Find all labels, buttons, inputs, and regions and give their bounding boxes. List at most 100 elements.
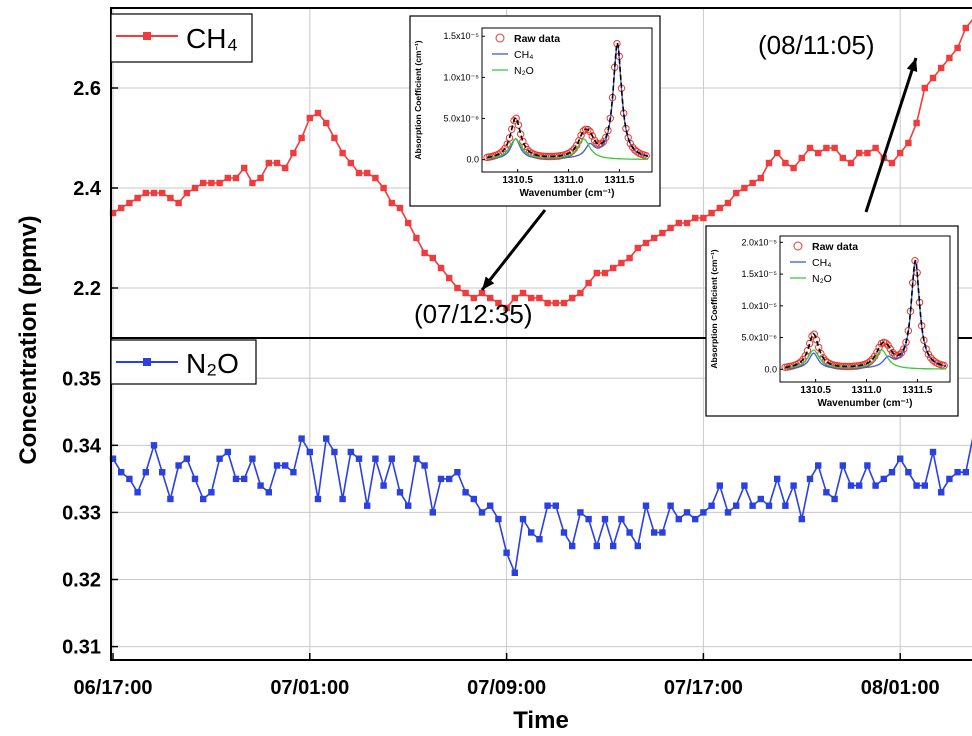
n2o-data-point bbox=[683, 509, 691, 516]
ch4-data-point bbox=[150, 189, 158, 197]
ch4-data-point bbox=[396, 204, 404, 212]
ch4-data-point bbox=[856, 149, 863, 157]
n2o-series-line bbox=[112, 436, 972, 576]
n2o-data-point bbox=[667, 502, 674, 509]
n2o-data-point bbox=[856, 482, 863, 489]
ch4-data-point bbox=[700, 214, 707, 222]
inset-fit-curve bbox=[486, 42, 649, 159]
n2o-legend: N₂O bbox=[110, 339, 257, 385]
n2o-data-point bbox=[847, 482, 855, 489]
n2o-data-point bbox=[232, 475, 240, 483]
y-axis-title: Concentration (ppmv) bbox=[15, 215, 42, 464]
n2o-data-point bbox=[815, 462, 822, 469]
inset-x-tick-label: 1310.5 bbox=[502, 175, 533, 186]
ch4-data-point bbox=[675, 219, 682, 227]
n2o-data-point bbox=[790, 482, 797, 489]
n2o-data-point bbox=[470, 495, 477, 503]
inset-raw-data-point bbox=[875, 343, 883, 352]
n2o-data-point bbox=[446, 475, 453, 483]
ch4-data-point bbox=[929, 74, 937, 82]
ch4-data-point bbox=[724, 199, 732, 207]
n2o-data-point bbox=[552, 502, 559, 509]
min-arrow-head bbox=[482, 276, 495, 290]
n2o-data-point bbox=[331, 448, 338, 456]
inset-legend-raw-marker bbox=[495, 33, 505, 43]
ch4-data-point bbox=[946, 54, 953, 62]
inset-raw-data-point bbox=[927, 354, 935, 362]
spectrum-inset-min: 1.5x10⁻⁵ 1.0x10⁻⁵ 5.0x10⁻⁶ 0.0 1310.5 1311.0 1… bbox=[409, 15, 661, 207]
ch4-data-point bbox=[642, 239, 650, 247]
n2o-data-point bbox=[134, 489, 141, 496]
ch4-legend: CH₄ bbox=[110, 13, 253, 63]
ch4-data-point bbox=[897, 149, 904, 157]
n2o-data-point bbox=[888, 469, 896, 476]
inset-y-tick-label: 0.0 bbox=[764, 364, 777, 374]
ch4-data-point bbox=[626, 254, 633, 262]
inset-legend-ch4-label: CH₄ bbox=[514, 49, 533, 61]
n2o-y-tick-label: 0.34 bbox=[62, 435, 102, 457]
n2o-data-point bbox=[757, 495, 764, 503]
n2o-data-point bbox=[364, 502, 371, 509]
n2o-data-point bbox=[413, 455, 420, 462]
ch4-data-point bbox=[536, 294, 543, 302]
ch4-data-point bbox=[610, 264, 617, 272]
max-arrow-head bbox=[906, 58, 918, 72]
n2o-data-point bbox=[200, 495, 207, 503]
ch4-data-point bbox=[314, 109, 322, 117]
ch4-data-point bbox=[372, 174, 379, 182]
ch4-data-point bbox=[888, 159, 896, 167]
ch4-data-point bbox=[815, 149, 822, 157]
n2o-data-point bbox=[183, 455, 190, 462]
n2o-data-point bbox=[437, 475, 445, 483]
ch4-data-point bbox=[569, 294, 576, 302]
ch4-data-point bbox=[470, 294, 477, 302]
ch4-data-point bbox=[954, 44, 961, 52]
ch4-data-point bbox=[159, 189, 166, 197]
n2o-data-point bbox=[823, 489, 830, 496]
x-tick-label: 07/17:00 bbox=[664, 677, 743, 699]
ch4-data-point bbox=[601, 269, 609, 277]
inset-y-tick-label: 5.0x10⁻⁶ bbox=[742, 333, 778, 343]
max-annotation: (08/11:05) bbox=[758, 30, 875, 60]
ch4-data-point bbox=[692, 214, 699, 222]
tick-labels: 06/17:00 07/01:00 07/09:00 07/17:00 08/01:00… bbox=[62, 78, 940, 699]
ch4-data-point bbox=[552, 299, 559, 307]
n2o-data-point bbox=[175, 462, 182, 469]
ch4-data-point bbox=[921, 84, 928, 92]
ch4-data-point bbox=[118, 204, 125, 212]
n2o-data-point bbox=[560, 529, 568, 536]
inset-plot-frame bbox=[481, 27, 653, 173]
ch4-data-point bbox=[249, 179, 256, 187]
ch4-data-point bbox=[913, 119, 920, 127]
inset-y-tick-label: 1.5x10⁻⁵ bbox=[741, 269, 777, 279]
ch4-data-point bbox=[782, 159, 789, 167]
n2o-data-point bbox=[921, 482, 928, 489]
ch4-data-point bbox=[872, 144, 879, 152]
ch4-data-point bbox=[306, 114, 313, 122]
ch4-data-point bbox=[503, 304, 510, 312]
ch4-data-point bbox=[495, 299, 502, 307]
inset-raw-data-point bbox=[812, 336, 821, 344]
ch4-data-point bbox=[905, 139, 912, 147]
ch4-data-point bbox=[282, 164, 289, 172]
inset-fit-curve bbox=[785, 259, 947, 369]
ch4-data-point bbox=[487, 294, 494, 302]
ch4-data-point bbox=[405, 219, 412, 227]
n2o-data-point bbox=[257, 482, 264, 489]
ch4-data-point bbox=[339, 149, 346, 157]
inset-raw-data-point bbox=[577, 131, 585, 140]
n2o-data-point bbox=[716, 482, 723, 489]
ch4-data-point bbox=[478, 289, 486, 297]
n2o-data-point bbox=[265, 489, 272, 496]
ch4-data-point bbox=[585, 279, 592, 287]
ch4-y-tick-label: 2.2 bbox=[73, 278, 101, 300]
n2o-data-point bbox=[897, 455, 904, 462]
ch4-data-point bbox=[273, 159, 281, 167]
min-annotation: (07/12:35) bbox=[414, 299, 533, 329]
ch4-data-point bbox=[462, 289, 469, 297]
n2o-data-point bbox=[741, 482, 748, 489]
ch4-y-tick-label: 2.4 bbox=[73, 178, 102, 200]
n2o-data-point bbox=[167, 495, 174, 503]
n2o-data-point bbox=[159, 469, 166, 476]
inset-x-tick-label: 1311.0 bbox=[554, 175, 584, 186]
